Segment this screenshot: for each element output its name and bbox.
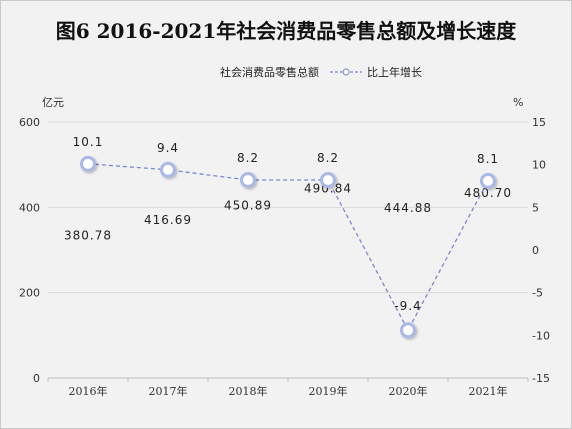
right-tick-label: -5 [532,287,543,300]
growth-value-label: 10.1 [73,135,104,149]
left-tick-label: 400 [19,201,40,214]
category-labels: 2016年 2017年 2018年 2019年 2020年 2021年 [69,384,508,398]
right-tick-label: 10 [532,159,546,172]
total-value-label: 480.70 [464,186,512,200]
category-label: 2021年 [469,384,508,398]
legend-label-total: 社会消费品零售总额 [220,65,319,79]
left-tick-label: 0 [33,372,40,385]
growth-value-label: 8.1 [477,152,499,166]
growth-value-labels: 10.1 9.4 8.2 8.2 -9.4 8.1 [73,135,499,313]
category-label: 2019年 [309,384,348,398]
growth-value-label: 8.2 [317,151,339,165]
total-value-label: 380.78 [64,229,112,243]
growth-value-label: 9.4 [157,141,179,155]
right-tick-label: 15 [532,116,546,129]
growth-point [240,172,256,189]
total-value-label: 444.88 [384,201,432,215]
growth-point [320,172,336,189]
left-tick-label: 600 [19,116,40,129]
growth-series [80,155,496,339]
chart-title: 图6 2016-2021年社会消费品零售总额及增长速度 [56,19,518,43]
left-axis-ticks: 0 200 400 600 [19,116,40,385]
growth-line [87,163,489,332]
growth-point [80,155,96,172]
legend-label-growth: 比上年增长 [367,65,422,79]
category-label: 2020年 [389,384,428,398]
right-axis-unit: % [513,96,523,109]
legend-marker-growth [342,68,350,76]
gridlines [48,121,528,294]
right-tick-label: -10 [532,329,550,342]
growth-point [480,172,496,189]
growth-value-label: -9.4 [394,299,421,313]
right-axis-ticks: -15 -10 -5 0 5 10 15 [532,116,550,385]
right-tick-label: -15 [532,372,550,385]
total-value-label: 416.69 [144,213,192,227]
total-value-labels: 380.78 416.69 450.89 490.84 444.88 480.70 [64,182,512,243]
growth-point [160,161,176,178]
right-tick-label: 0 [532,244,539,257]
category-label: 2018年 [229,384,268,398]
category-label: 2017年 [149,384,188,398]
total-value-label: 450.89 [224,199,272,213]
growth-value-label: 8.2 [237,151,259,165]
legend: 社会消费品零售总额 比上年增长 [220,65,422,79]
category-label: 2016年 [69,384,108,398]
left-axis-unit: 亿元 [42,96,64,109]
growth-point [400,322,416,339]
right-tick-label: 5 [532,201,539,214]
total-value-label: 490.84 [304,182,352,196]
axes [47,377,529,382]
left-tick-label: 200 [19,287,40,300]
